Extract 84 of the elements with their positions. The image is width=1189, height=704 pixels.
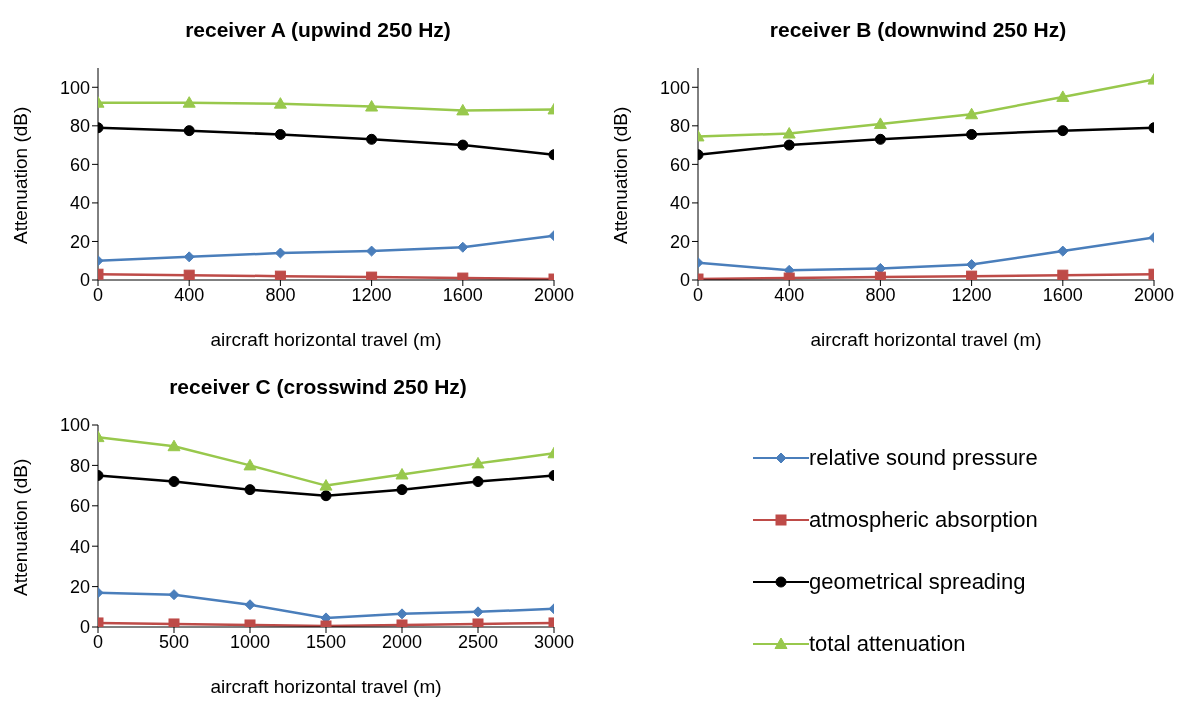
point bbox=[874, 133, 886, 145]
x-tick-label: 1200 bbox=[951, 284, 992, 305]
y-tick-label: 0 bbox=[79, 270, 90, 291]
y-tick-label: 20 bbox=[669, 231, 690, 252]
point bbox=[457, 139, 469, 151]
x-axis-title: aircraft horizontal travel (m) bbox=[810, 329, 1042, 350]
point bbox=[966, 270, 978, 280]
x-tick-label: 800 bbox=[265, 284, 296, 305]
point bbox=[319, 479, 333, 491]
legend-label: geometrical spreading bbox=[809, 569, 1026, 595]
x-tick-label: 2000 bbox=[1133, 284, 1175, 305]
legend-label: total attenuation bbox=[809, 631, 966, 657]
point bbox=[366, 271, 378, 280]
y-tick-label: 20 bbox=[69, 576, 90, 597]
point bbox=[243, 458, 257, 471]
x-tick-label: 0 bbox=[92, 284, 104, 305]
y-tick-label: 80 bbox=[669, 116, 690, 137]
y-tick-label: 100 bbox=[59, 77, 90, 98]
point bbox=[273, 97, 287, 109]
point bbox=[874, 271, 886, 280]
point bbox=[244, 599, 256, 611]
point bbox=[783, 139, 795, 151]
chart-title: receiver A (upwind 250 Hz) bbox=[184, 18, 452, 42]
point bbox=[782, 127, 796, 139]
legend-label: relative sound pressure bbox=[809, 445, 1038, 471]
x-tick-label: 3000 bbox=[533, 631, 575, 652]
point bbox=[966, 128, 978, 140]
point bbox=[457, 241, 469, 253]
point bbox=[395, 467, 409, 480]
y-tick-label: 100 bbox=[659, 77, 690, 98]
point bbox=[396, 484, 408, 496]
point bbox=[396, 608, 408, 620]
point bbox=[873, 117, 887, 129]
y-tick-label: 40 bbox=[69, 536, 90, 557]
point bbox=[168, 618, 180, 627]
point bbox=[168, 476, 180, 488]
x-axis-title: aircraft horizontal travel (m) bbox=[210, 676, 442, 697]
y-tick-label: 80 bbox=[69, 455, 90, 476]
y-axis-title: Attenuation (dB) bbox=[9, 458, 31, 596]
point bbox=[168, 589, 180, 601]
y-tick-label: 100 bbox=[59, 415, 90, 436]
point bbox=[365, 100, 379, 112]
x-tick-label: 1200 bbox=[351, 284, 392, 305]
x-tick-label: 2500 bbox=[457, 631, 499, 652]
x-tick-label: 0 bbox=[692, 284, 704, 305]
x-tick-label: 1600 bbox=[442, 284, 483, 305]
chart-title: receiver B (downwind 250 Hz) bbox=[768, 18, 1068, 42]
x-tick-label: 500 bbox=[158, 631, 190, 652]
point bbox=[472, 618, 484, 627]
y-tick-label: 20 bbox=[69, 231, 90, 252]
point bbox=[366, 133, 378, 145]
x-tick-label: 400 bbox=[774, 284, 805, 305]
x-axis-title: aircraft horizontal travel (m) bbox=[210, 329, 442, 350]
point bbox=[472, 476, 484, 488]
x-tick-label: 800 bbox=[865, 284, 896, 305]
y-axis-title: Attenuation (dB) bbox=[609, 106, 631, 244]
point bbox=[966, 259, 978, 271]
x-tick-label: 1000 bbox=[229, 631, 271, 652]
point bbox=[274, 270, 286, 280]
point bbox=[456, 103, 470, 116]
y-tick-label: 0 bbox=[679, 270, 690, 291]
y-tick-label: 0 bbox=[79, 617, 90, 638]
y-axis-title: Attenuation (dB) bbox=[9, 106, 31, 244]
point bbox=[471, 456, 485, 469]
x-tick-label: 0 bbox=[92, 631, 104, 652]
point bbox=[167, 439, 181, 452]
point bbox=[244, 484, 256, 496]
x-tick-label: 2000 bbox=[533, 284, 575, 305]
chart-title: receiver C (crosswind 250 Hz) bbox=[168, 375, 468, 399]
x-tick-label: 2000 bbox=[381, 631, 423, 652]
x-tick-label: 400 bbox=[174, 284, 205, 305]
y-tick-label: 40 bbox=[669, 193, 690, 214]
point bbox=[274, 128, 286, 140]
y-tick-label: 60 bbox=[69, 496, 90, 517]
legend-label: atmospheric absorption bbox=[809, 507, 1038, 533]
x-tick-label: 1500 bbox=[305, 631, 347, 652]
point bbox=[320, 490, 332, 502]
point bbox=[965, 107, 979, 120]
point bbox=[472, 606, 484, 618]
y-tick-label: 40 bbox=[69, 193, 90, 214]
x-tick-label: 1600 bbox=[1042, 284, 1083, 305]
y-tick-label: 60 bbox=[69, 154, 90, 175]
y-tick-label: 60 bbox=[669, 154, 690, 175]
y-tick-label: 80 bbox=[69, 116, 90, 137]
